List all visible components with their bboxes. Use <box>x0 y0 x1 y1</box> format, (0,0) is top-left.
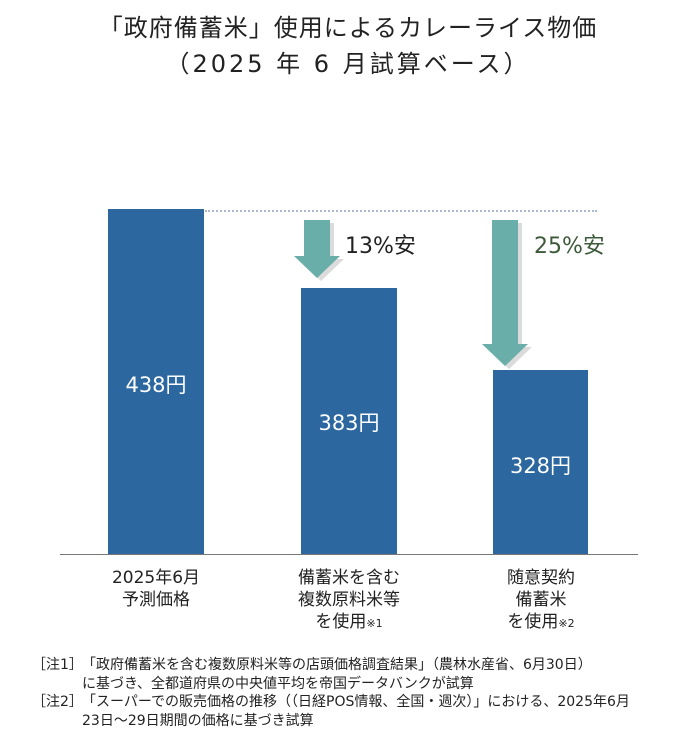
category-line: 2025年6月 <box>111 568 201 588</box>
category-label: 備蓄米を含む 複数原料米等 を使用※1 <box>269 567 429 635</box>
category-text: を使用 <box>315 612 367 632</box>
category-line: を使用※2 <box>461 611 621 635</box>
footnote-1: ［注1］ 「政府備蓄米を含む複数原料米等の店頭価格調査結果」（農林水産省、6月3… <box>32 656 630 675</box>
footnote-2: ［注2］ 「スーパーでの販売価格の推移（（日経POS情報、全国・週次）」における… <box>32 693 630 712</box>
footnote-1-cont: に基づき、全都道府県の中央値平均を帝国データバンクが試算 <box>32 675 630 694</box>
category-label: 2025年6月 予測価格 <box>76 567 236 611</box>
category-line: 予測価格 <box>122 590 190 610</box>
down-arrow-icon <box>294 220 344 281</box>
down-arrow-icon <box>482 220 532 369</box>
bar-value-label: 328円 <box>509 454 572 478</box>
category-line: 複数原料米等 <box>298 590 400 610</box>
bar-contract-stockpile-rice: 328円 <box>493 370 588 554</box>
footnote-tag: ［注2］ <box>32 694 83 710</box>
category-line: を使用※1 <box>269 611 429 635</box>
bar-multi-blend-rice: 383円 <box>301 288 397 554</box>
bar-value-label: 438円 <box>125 373 187 397</box>
category-line: 備蓄米を含む <box>298 568 400 588</box>
footnote-tag: ［注1］ <box>32 657 83 673</box>
footnote-ref: ※1 <box>366 617 383 630</box>
footnote-text: 23日～29日期間の価格に基づき試算 <box>82 712 314 729</box>
x-axis-baseline <box>60 554 638 555</box>
footnotes: ［注1］ 「政府備蓄米を含む複数原料米等の店頭価格調査結果」（農林水産省、6月3… <box>32 656 630 730</box>
discount-label-13: 13%安 <box>345 234 416 259</box>
category-label: 随意契約 備蓄米 を使用※2 <box>461 567 621 635</box>
category-line: 随意契約 <box>507 568 575 588</box>
footnote-2-cont: 23日～29日期間の価格に基づき試算 <box>32 712 630 731</box>
chart-subtitle: （2025 年 6 月試算ベース） <box>165 50 531 78</box>
bar-value-label: 383円 <box>318 411 380 435</box>
bar-2025-june-forecast: 438円 <box>108 209 204 554</box>
chart-title: 「政府備蓄米」使用によるカレーライス物価 <box>98 14 598 42</box>
footnote-text: 「スーパーでの販売価格の推移（（日経POS情報、全国・週次）」における、2025… <box>82 694 630 710</box>
footnote-ref: ※2 <box>558 617 575 630</box>
footnote-text: に基づき、全都道府県の中央値平均を帝国データバンクが試算 <box>82 675 474 692</box>
reference-dotted-line <box>205 210 597 212</box>
footnote-indent <box>32 675 82 694</box>
footnote-indent <box>32 712 82 731</box>
discount-label-25: 25%安 <box>534 234 605 259</box>
category-line: 備蓄米 <box>515 590 567 610</box>
category-text: を使用 <box>507 612 559 632</box>
footnote-text: 「政府備蓄米を含む複数原料米等の店頭価格調査結果」（農林水産省、6月30日） <box>82 657 592 673</box>
